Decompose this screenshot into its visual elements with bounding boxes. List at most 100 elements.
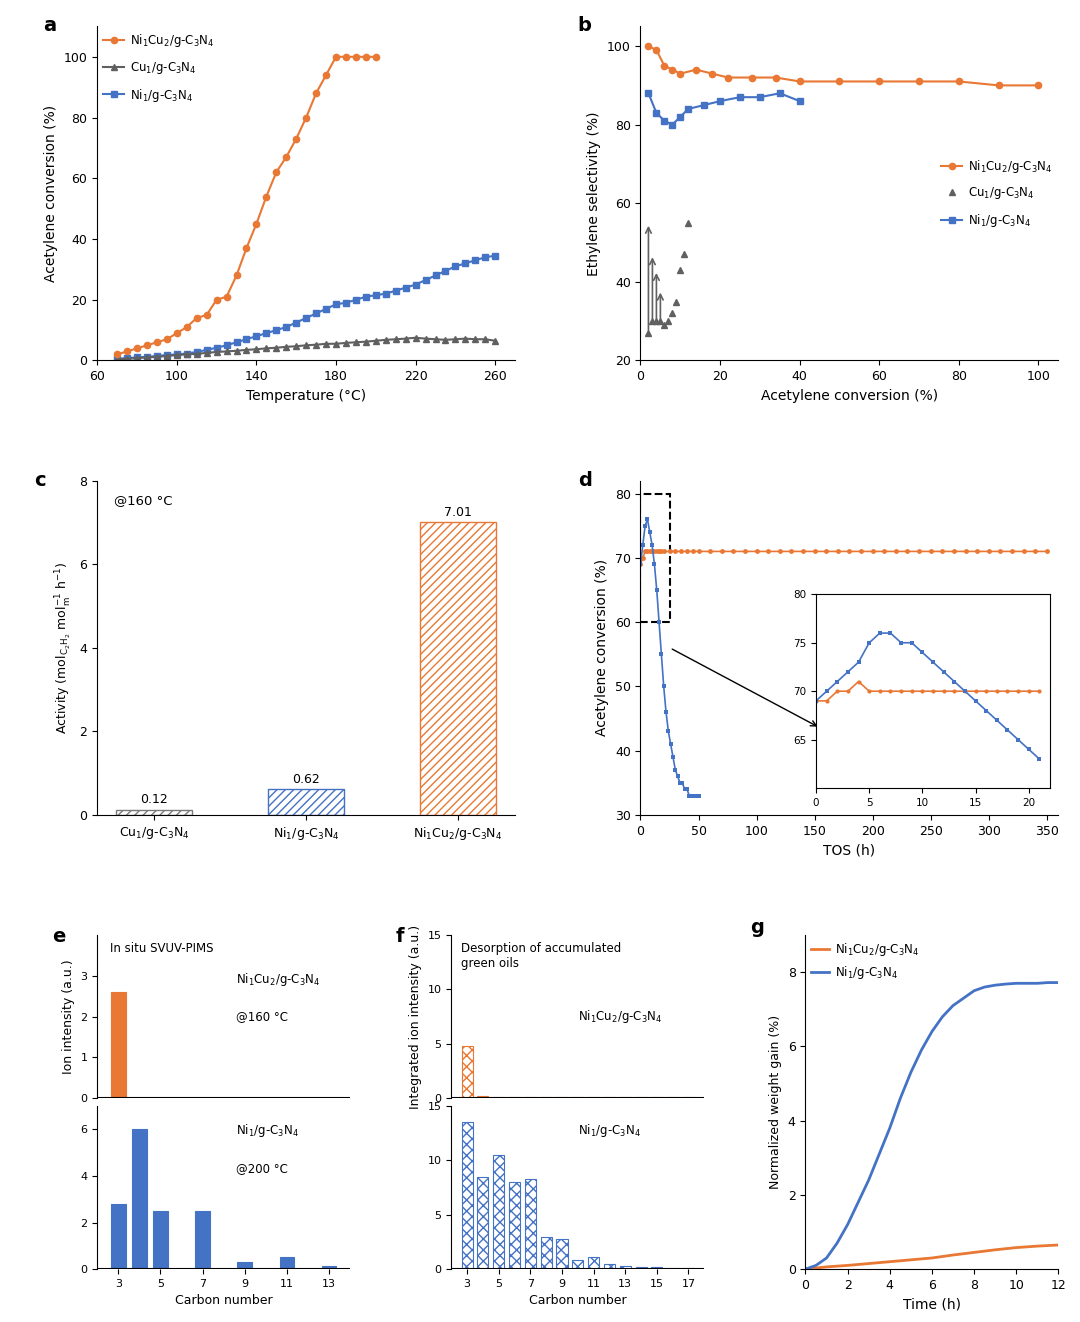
Ni$_1$/g-C$_3$N$_4$ <box>249 328 262 344</box>
Ni$_1$Cu$_2$/g-C$_3$N$_4$ <box>240 241 253 256</box>
Ni$_1$Cu$_2$/g-C$_3$N$_4$ <box>150 334 163 350</box>
Ni$_1$/g-C$_3$N$_4$ <box>773 86 786 102</box>
Bar <box>477 1096 488 1099</box>
Ni$_1$/g-C$_3$N$_4$ <box>650 104 663 120</box>
Ni$_1$/g-C$_3$N$_4$ <box>459 255 472 271</box>
Ni$_1$/g-C$_3$N$_4$ <box>873 1146 886 1162</box>
Ni$_1$/g-C$_3$N$_4$ <box>171 346 184 362</box>
Ni$_1$/g-C$_3$N$_4$ <box>883 1120 896 1136</box>
Ni$_1$/g-C$_3$N$_4$ <box>289 315 302 330</box>
Ni$_1$Cu$_2$/g-C$_3$N$_4$ <box>799 1261 812 1277</box>
Ni$_1$Cu$_2$/g-C$_3$N$_4$ <box>674 66 687 82</box>
Cu$_1$/g-C$_3$N$_4$ <box>339 334 352 350</box>
Cu$_1$/g-C$_3$N$_4$ <box>230 342 243 358</box>
Ni$_1$Cu$_2$/g-C$_3$N$_4$ <box>310 86 323 102</box>
Bar <box>268 789 345 814</box>
Ni$_1$/g-C$_3$N$_4$ <box>841 1216 854 1232</box>
Ni$_1$/g-C$_3$N$_4$ <box>820 1251 833 1266</box>
Ni$_1$Cu$_2$/g-C$_3$N$_4$ <box>953 74 966 90</box>
Ni$_1$/g-C$_3$N$_4$ <box>110 352 123 368</box>
Line: Cu$_1$/g-C$_3$N$_4$: Cu$_1$/g-C$_3$N$_4$ <box>114 334 498 362</box>
Ni$_1$/g-C$_3$N$_4$ <box>469 253 482 268</box>
Ni$_1$/g-C$_3$N$_4$ <box>449 258 462 274</box>
Text: @160 °C: @160 °C <box>237 1010 288 1023</box>
Y-axis label: Ion intensity (a.u.): Ion intensity (a.u.) <box>62 960 75 1073</box>
Ni$_1$Cu$_2$/g-C$_3$N$_4$ <box>320 67 333 83</box>
Ni$_1$/g-C$_3$N$_4$ <box>299 311 312 327</box>
Cu$_1$/g-C$_3$N$_4$ <box>469 332 482 348</box>
Ni$_1$Cu$_2$/g-C$_3$N$_4$ <box>873 74 886 90</box>
Ni$_1$/g-C$_3$N$_4$ <box>810 1257 823 1273</box>
Cu$_1$/g-C$_3$N$_4$ <box>459 330 472 346</box>
Ni$_1$Cu$_2$/g-C$_3$N$_4$ <box>220 288 233 304</box>
Cu$_1$/g-C$_3$N$_4$ <box>160 348 173 364</box>
Y-axis label: Ethylene selectivity (%): Ethylene selectivity (%) <box>588 111 602 276</box>
Text: b: b <box>578 16 592 36</box>
Ni$_1$Cu$_2$/g-C$_3$N$_4$ <box>160 332 173 348</box>
Ni$_1$Cu$_2$/g-C$_3$N$_4$ <box>1030 1239 1043 1255</box>
Ni$_1$/g-C$_3$N$_4$ <box>674 108 687 124</box>
Ni$_1$/g-C$_3$N$_4$ <box>280 319 293 334</box>
Ni$_1$/g-C$_3$N$_4$ <box>915 1042 928 1058</box>
Ni$_1$Cu$_2$/g-C$_3$N$_4$ <box>329 49 342 65</box>
Ni$_1$/g-C$_3$N$_4$ <box>714 93 727 108</box>
Ni$_1$/g-C$_3$N$_4$ <box>400 280 413 296</box>
Cu$_1$/g-C$_3$N$_4$ <box>400 330 413 346</box>
Cu$_1$/g-C$_3$N$_4$ <box>190 346 203 362</box>
Text: Desorption of accumulated
green oils: Desorption of accumulated green oils <box>461 941 622 969</box>
Cu$_1$/g-C$_3$N$_4$ <box>438 332 451 348</box>
Ni$_1$/g-C$_3$N$_4$ <box>946 998 959 1014</box>
Ni$_1$/g-C$_3$N$_4$ <box>978 980 991 995</box>
Text: g: g <box>750 919 764 937</box>
Ni$_1$/g-C$_3$N$_4$ <box>369 287 382 303</box>
Cu$_1$/g-C$_3$N$_4$ <box>280 338 293 354</box>
Legend: Ni$_1$Cu$_2$/g-C$_3$N$_4$, Ni$_1$/g-C$_3$N$_4$: Ni$_1$Cu$_2$/g-C$_3$N$_4$, Ni$_1$/g-C$_3… <box>811 941 919 981</box>
Ni$_1$/g-C$_3$N$_4$ <box>999 976 1012 992</box>
Ni$_1$Cu$_2$/g-C$_3$N$_4$ <box>299 110 312 126</box>
Cu$_1$/g-C$_3$N$_4$ <box>220 344 233 360</box>
Bar <box>604 1264 615 1269</box>
Ni$_1$Cu$_2$/g-C$_3$N$_4$ <box>131 340 144 356</box>
Ni$_1$/g-C$_3$N$_4$ <box>409 276 422 292</box>
Ni$_1$/g-C$_3$N$_4$ <box>131 349 144 365</box>
Ni$_1$Cu$_2$/g-C$_3$N$_4$ <box>988 1241 1001 1257</box>
Ni$_1$Cu$_2$/g-C$_3$N$_4$ <box>721 70 734 86</box>
Bar <box>111 1204 125 1269</box>
Ni$_1$Cu$_2$/g-C$_3$N$_4$ <box>249 215 262 231</box>
Ni$_1$Cu$_2$/g-C$_3$N$_4$ <box>190 311 203 327</box>
Text: Ni$_1$Cu$_2$/g-C$_3$N$_4$: Ni$_1$Cu$_2$/g-C$_3$N$_4$ <box>578 1009 662 1026</box>
Y-axis label: Acetylene conversion (%): Acetylene conversion (%) <box>595 559 609 736</box>
Bar <box>117 810 192 814</box>
Cu$_1$/g-C$_3$N$_4$ <box>260 340 273 356</box>
Bar <box>640 493 670 623</box>
Ni$_1$Cu$_2$/g-C$_3$N$_4$ <box>883 1253 896 1269</box>
Line: Ni$_1$/g-C$_3$N$_4$: Ni$_1$/g-C$_3$N$_4$ <box>114 253 498 362</box>
Ni$_1$Cu$_2$/g-C$_3$N$_4$ <box>926 1251 939 1266</box>
Ni$_1$Cu$_2$/g-C$_3$N$_4$ <box>862 1256 875 1272</box>
Ni$_1$/g-C$_3$N$_4$ <box>988 977 1001 993</box>
Cu$_1$/g-C$_3$N$_4$ <box>320 336 333 352</box>
X-axis label: Time (h): Time (h) <box>903 1297 961 1311</box>
Ni$_1$Cu$_2$/g-C$_3$N$_4$ <box>841 1257 854 1273</box>
Ni$_1$/g-C$_3$N$_4$ <box>1030 976 1043 992</box>
Ni$_1$/g-C$_3$N$_4$ <box>936 1009 949 1025</box>
Ni$_1$Cu$_2$/g-C$_3$N$_4$ <box>121 344 134 360</box>
X-axis label: Acetylene conversion (%): Acetylene conversion (%) <box>761 389 939 403</box>
Text: In situ SVUV-PIMS: In situ SVUV-PIMS <box>110 941 214 954</box>
Bar <box>589 1257 599 1269</box>
X-axis label: Temperature (°C): Temperature (°C) <box>246 389 366 403</box>
Ni$_1$Cu$_2$/g-C$_3$N$_4$ <box>140 337 153 353</box>
Cu$_1$/g-C$_3$N$_4$ <box>310 337 323 353</box>
Ni$_1$/g-C$_3$N$_4$ <box>754 90 767 106</box>
Ni$_1$/g-C$_3$N$_4$ <box>360 288 373 304</box>
Ni$_1$Cu$_2$/g-C$_3$N$_4$ <box>658 58 671 74</box>
Text: c: c <box>35 471 46 489</box>
Ni$_1$/g-C$_3$N$_4$ <box>180 345 193 361</box>
Ni$_1$/g-C$_3$N$_4$ <box>339 295 352 311</box>
Ni$_1$Cu$_2$/g-C$_3$N$_4$ <box>666 62 679 78</box>
Ni$_1$/g-C$_3$N$_4$ <box>160 348 173 364</box>
Ni$_1$/g-C$_3$N$_4$ <box>350 292 363 308</box>
Ni$_1$/g-C$_3$N$_4$ <box>240 332 253 348</box>
Cu$_1$/g-C$_3$N$_4$ <box>389 332 402 348</box>
Ni$_1$Cu$_2$/g-C$_3$N$_4$ <box>993 78 1005 94</box>
